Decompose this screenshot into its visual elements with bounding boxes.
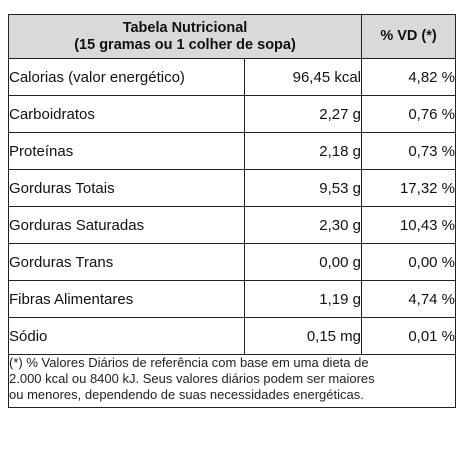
nutrient-vd: 4,74 % (361, 280, 457, 318)
nutrition-table: Tabela Nutricional (15 gramas ou 1 colhe… (7, 14, 457, 408)
table-title-line1: Tabela Nutricional (122, 19, 248, 36)
nutrient-vd: 0,76 % (361, 95, 457, 133)
table-row: Gorduras Totais 9,53 g 17,32 % (8, 169, 457, 207)
nutrient-name: Fibras Alimentares (8, 280, 245, 318)
nutrient-amount: 0,00 g (243, 243, 363, 281)
nutrient-amount: 9,53 g (243, 169, 363, 207)
nutrient-vd: 0,01 % (361, 317, 457, 355)
table-title-line2: (15 gramas ou 1 colher de sopa) (74, 36, 296, 53)
nutrient-name: Gorduras Totais (8, 169, 245, 207)
table-row: Calorias (valor energético) 96,45 kcal 4… (8, 58, 457, 96)
nutrient-vd: 0,73 % (361, 132, 457, 170)
footnote-line3: ou menores, dependendo de suas necessida… (9, 387, 364, 402)
nutrient-vd: 4,82 % (361, 58, 457, 96)
vd-column-header: % VD (*) (361, 14, 457, 59)
table-title: Tabela Nutricional (15 gramas ou 1 colhe… (7, 14, 363, 59)
table-row: Gorduras Trans 0,00 g 0,00 % (8, 243, 457, 281)
nutrient-name: Gorduras Saturadas (8, 206, 245, 244)
table-row: Proteínas 2,18 g 0,73 % (8, 132, 457, 170)
nutrient-vd: 10,43 % (361, 206, 457, 244)
nutrient-name: Carboidratos (8, 95, 245, 133)
table-row: Gorduras Saturadas 2,30 g 10,43 % (8, 206, 457, 244)
table-row: Sódio 0,15 mg 0,01 % (8, 317, 457, 355)
nutrient-amount: 2,27 g (243, 95, 363, 133)
nutrient-amount: 1,19 g (243, 280, 363, 318)
table-row: Carboidratos 2,27 g 0,76 % (8, 95, 457, 133)
nutrient-name: Calorias (valor energético) (8, 58, 245, 96)
footnote-row: (*) % Valores Diários de referência com … (7, 354, 457, 408)
nutrient-name: Sódio (8, 317, 245, 355)
footnote-line1: (*) % Valores Diários de referência com … (9, 355, 369, 370)
footnote-line2: 2.000 kcal ou 8400 kJ. Seus valores diár… (9, 371, 375, 386)
header-row: Tabela Nutricional (15 gramas ou 1 colhe… (7, 14, 457, 59)
nutrient-name: Gorduras Trans (8, 243, 245, 281)
footnote: (*) % Valores Diários de referência com … (7, 354, 457, 408)
nutrient-amount: 0,15 mg (243, 317, 363, 355)
nutrient-amount: 2,18 g (243, 132, 363, 170)
nutrient-amount: 96,45 kcal (243, 58, 363, 96)
nutrient-name: Proteínas (8, 132, 245, 170)
nutrient-vd: 0,00 % (361, 243, 457, 281)
nutrient-vd: 17,32 % (361, 169, 457, 207)
nutrient-amount: 2,30 g (243, 206, 363, 244)
table-row: Fibras Alimentares 1,19 g 4,74 % (8, 280, 457, 318)
